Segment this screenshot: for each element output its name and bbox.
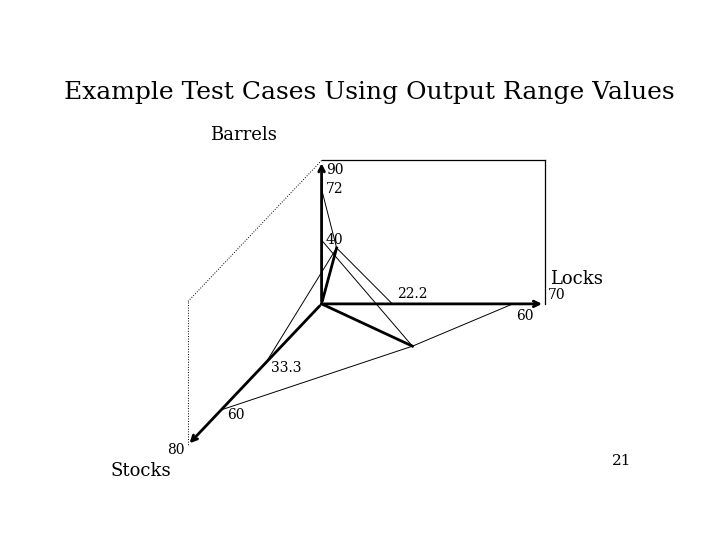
- Text: Barrels: Barrels: [210, 126, 277, 144]
- Text: 90: 90: [326, 163, 343, 177]
- Text: 60: 60: [516, 309, 534, 323]
- Text: 70: 70: [547, 288, 565, 302]
- Text: 33.3: 33.3: [271, 361, 302, 375]
- Text: Stocks: Stocks: [110, 462, 171, 480]
- Text: 40: 40: [326, 233, 343, 247]
- Text: 21: 21: [612, 454, 631, 468]
- Text: 60: 60: [227, 408, 244, 422]
- Text: 22.2: 22.2: [397, 287, 428, 301]
- Text: Example Test Cases Using Output Range Values: Example Test Cases Using Output Range Va…: [63, 82, 675, 104]
- Text: 72: 72: [326, 182, 343, 196]
- Text: Locks: Locks: [550, 270, 603, 288]
- Text: 80: 80: [167, 443, 185, 457]
